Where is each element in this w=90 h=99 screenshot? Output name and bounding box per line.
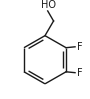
Text: F: F xyxy=(77,42,82,52)
Text: HO: HO xyxy=(41,0,56,10)
Text: F: F xyxy=(77,68,82,78)
